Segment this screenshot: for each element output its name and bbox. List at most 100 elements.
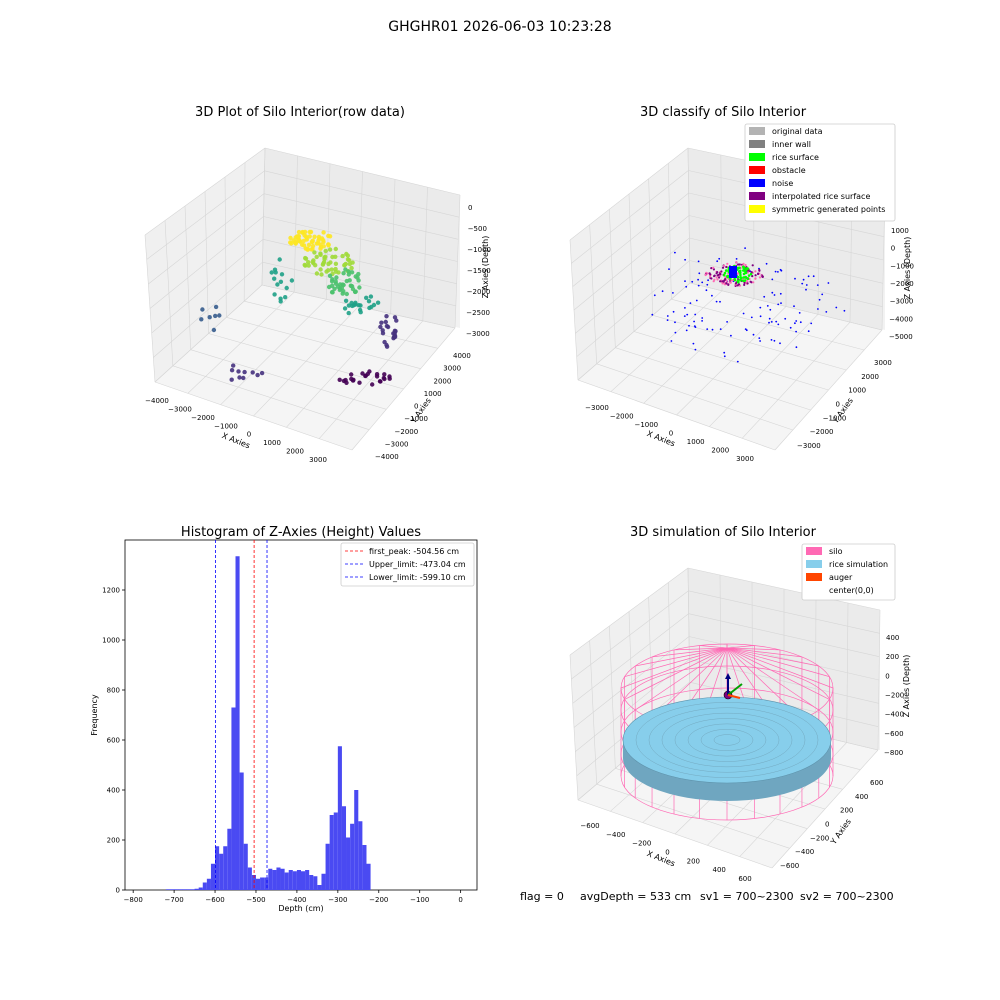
raw-x-tick-1: −3000 bbox=[168, 405, 192, 413]
gridline bbox=[689, 260, 883, 307]
raw-point bbox=[360, 371, 365, 376]
raw-point bbox=[358, 303, 363, 308]
noise-point bbox=[694, 348, 697, 351]
histogram-xtick-label: −700 bbox=[164, 896, 183, 904]
rice-surface-point bbox=[739, 269, 742, 273]
noise-point bbox=[745, 329, 748, 332]
raw-point bbox=[341, 271, 346, 276]
raw-point bbox=[346, 310, 351, 316]
sim-y-tick-0: −600 bbox=[780, 862, 799, 870]
histogram-bar bbox=[362, 845, 367, 890]
histogram-bar bbox=[313, 876, 318, 890]
rice-mesh-ring bbox=[635, 702, 819, 778]
raw-point bbox=[272, 276, 277, 281]
histogram-bar bbox=[333, 812, 338, 890]
noise-point bbox=[685, 285, 688, 288]
sim-z-tick-3: −200 bbox=[885, 692, 904, 700]
raw-point bbox=[327, 273, 333, 278]
noise-point bbox=[684, 307, 686, 309]
noise-point bbox=[694, 326, 697, 328]
noise-point bbox=[697, 278, 699, 281]
raw-point bbox=[283, 295, 288, 300]
histogram-bar bbox=[268, 868, 273, 890]
raw-point bbox=[377, 379, 383, 384]
classify-legend-swatch bbox=[749, 140, 765, 148]
classify-legend-entries: original data inner wall rice surface obsta… bbox=[749, 127, 885, 214]
raw-point bbox=[394, 318, 399, 323]
cls-x-tick-4: 1000 bbox=[687, 438, 705, 446]
surface-point bbox=[742, 262, 745, 265]
rice-mesh-ring bbox=[713, 734, 741, 746]
noise-point bbox=[744, 247, 746, 250]
raw-x-tick-3: −1000 bbox=[214, 422, 238, 430]
histogram-title: Histogram of Z-Axies (Height) Values bbox=[181, 525, 421, 540]
surface-point bbox=[738, 263, 741, 266]
histogram-ytick-label: 0 bbox=[116, 887, 120, 895]
noise-point bbox=[770, 321, 773, 323]
classify-legend-swatch bbox=[749, 166, 765, 174]
cls-y-tick-6: 3000 bbox=[874, 359, 892, 367]
histogram-bar bbox=[206, 878, 211, 890]
raw-3d-yticks: −4000 −3000 −2000 −1000 0 1000 2000 3000 4000 bbox=[375, 352, 471, 461]
histogram-bar bbox=[260, 877, 265, 890]
raw-point bbox=[350, 378, 356, 383]
noise-point bbox=[688, 324, 690, 327]
noise-point bbox=[777, 323, 780, 326]
raw-point bbox=[357, 285, 362, 290]
rice-surface-point bbox=[742, 279, 745, 283]
noise-point bbox=[777, 303, 780, 306]
cls-z-tick-0: 1000 bbox=[891, 227, 909, 235]
histogram-legend: first_peak: -504.56 cm Upper_limit: -473.… bbox=[340, 542, 475, 587]
raw-point bbox=[329, 267, 334, 272]
cls-x-tick-5: 2000 bbox=[711, 447, 729, 455]
noise-point bbox=[766, 305, 769, 307]
surface-point bbox=[734, 282, 738, 285]
sim-z-tick-5: −600 bbox=[884, 730, 903, 738]
raw-point bbox=[349, 372, 354, 377]
raw-y-tick-1: −3000 bbox=[385, 440, 409, 448]
raw-point bbox=[344, 251, 349, 257]
raw-x-tick-7: 3000 bbox=[309, 456, 327, 464]
raw-point bbox=[340, 291, 345, 296]
classify-3d-zticks: 1000 0 −1000 −2000 −3000 −4000 −5000 bbox=[889, 227, 914, 341]
histogram-xticks: −800 −700 −600 −500 −400 −300 −200 −100 0 bbox=[124, 890, 463, 904]
noise-point bbox=[672, 310, 675, 313]
histogram-bar bbox=[272, 870, 277, 890]
raw-point bbox=[316, 234, 322, 240]
raw-3d-xticks: −4000−3000−2000−1000 0 1000 2000 3000 bbox=[145, 397, 327, 464]
status-flag: flag = 0 bbox=[520, 890, 564, 903]
raw-x-tick-6: 2000 bbox=[286, 448, 304, 456]
classify-3d-points bbox=[651, 247, 846, 363]
classify-legend-frame bbox=[744, 123, 896, 222]
raw-y-tick-2: −2000 bbox=[395, 428, 419, 436]
raw-point bbox=[279, 272, 285, 277]
histogram-bar bbox=[231, 707, 236, 890]
raw-point bbox=[344, 380, 349, 385]
raw-point bbox=[306, 242, 312, 247]
histogram-bar bbox=[243, 843, 248, 890]
rice-mesh-ring bbox=[648, 707, 806, 773]
histogram-legend-label: first_peak: -504.56 cm bbox=[369, 547, 459, 556]
histogram-ytick-label: 400 bbox=[107, 787, 120, 795]
histogram-bar bbox=[321, 873, 326, 890]
noise-point bbox=[777, 271, 779, 273]
noise-point bbox=[759, 306, 762, 309]
raw-point bbox=[306, 260, 311, 265]
surface-point bbox=[737, 263, 740, 266]
raw-point bbox=[313, 263, 318, 268]
raw-point bbox=[349, 270, 355, 275]
noise-point bbox=[697, 284, 700, 287]
raw-point bbox=[259, 370, 265, 376]
raw-point bbox=[295, 234, 300, 239]
rice-surface-point bbox=[723, 271, 727, 275]
raw-point bbox=[342, 306, 348, 311]
histogram-ytick-label: 800 bbox=[107, 687, 120, 695]
surface-point bbox=[754, 270, 757, 273]
surface-point bbox=[716, 271, 719, 274]
rice-surface-point bbox=[737, 280, 740, 284]
raw-point bbox=[374, 372, 380, 377]
noise-point bbox=[723, 351, 726, 354]
sim-x-tick-0: −600 bbox=[580, 822, 599, 830]
noise-point bbox=[805, 284, 808, 286]
